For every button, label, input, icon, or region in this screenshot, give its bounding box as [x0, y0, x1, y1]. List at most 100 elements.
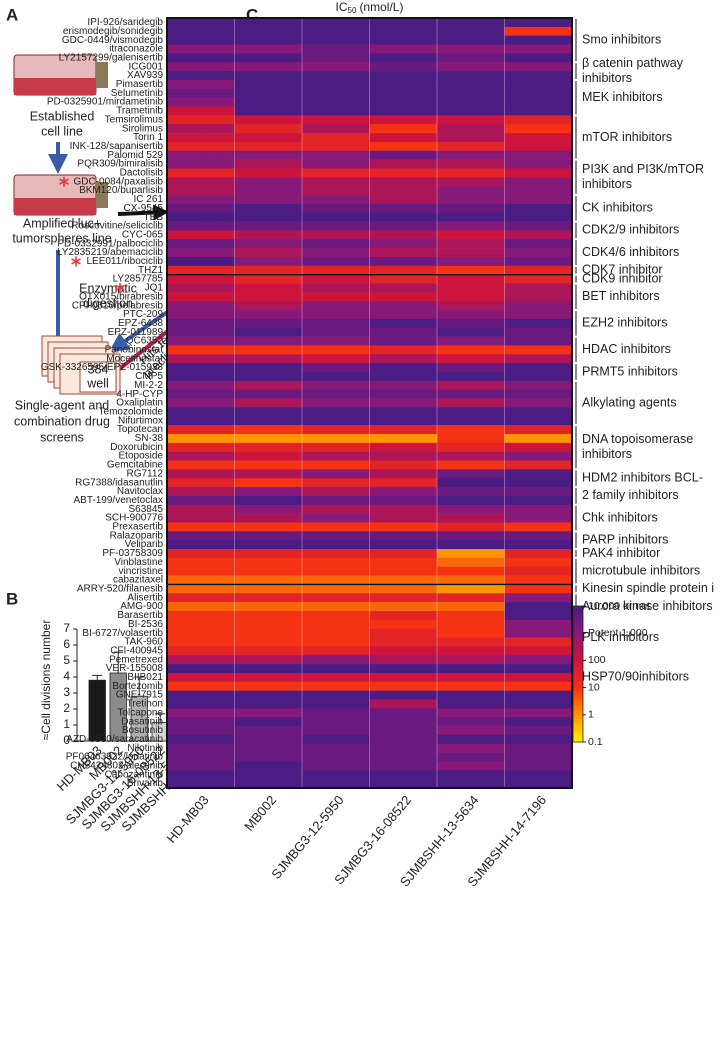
heatmap-cell — [234, 681, 303, 691]
group-label: HDAC inhibitors — [582, 342, 671, 356]
heatmap-cell — [437, 407, 505, 417]
heatmap-cell — [369, 451, 438, 461]
heatmap-cell — [369, 327, 438, 337]
heatmap-cell — [437, 557, 505, 568]
heatmap-cell — [437, 310, 505, 320]
row-label: AZD-0530/saracatinib — [66, 734, 163, 745]
heatmap-cell — [167, 664, 235, 674]
heatmap-cell — [504, 336, 573, 346]
heatmap-cell — [504, 345, 573, 355]
heatmap-cell — [234, 557, 303, 568]
heatmap-cell — [234, 433, 303, 444]
heatmap-cell — [504, 513, 573, 523]
colorbar-segment — [573, 728, 583, 733]
row-label: Prexasertib — [112, 522, 163, 533]
heatmap-cell — [234, 186, 303, 196]
row-label: Bosutinib — [122, 725, 164, 736]
heatmap-cell — [437, 35, 505, 45]
heatmap-cell — [369, 354, 438, 364]
plates — [41, 335, 121, 395]
heatmap-cell — [234, 71, 303, 81]
heatmap-cell — [302, 203, 370, 214]
heatmap-cell — [369, 433, 438, 444]
heatmap-cell — [234, 734, 303, 745]
heatmap-cell — [369, 141, 438, 152]
panel-label: A — [6, 5, 18, 24]
heatmap-cell — [234, 318, 303, 329]
group-label: microtubule inhibitors — [582, 563, 700, 577]
row-label: Doxorubicin — [110, 442, 163, 453]
heatmap-cell — [504, 460, 573, 470]
row-label: CYC-065 — [122, 229, 164, 240]
heatmap-cell — [437, 159, 505, 169]
heatmap-cell — [504, 584, 573, 594]
heatmap-cell — [504, 566, 573, 576]
heatmap-cell — [167, 248, 235, 258]
row-label: Pimasertib — [116, 79, 164, 90]
heatmap-cell — [437, 26, 505, 37]
heatmap-cell — [369, 239, 438, 249]
heatmap-cell — [234, 44, 303, 54]
heatmap-cell — [234, 354, 303, 364]
row-label: VER-155008 — [106, 663, 164, 674]
heatmap-cell — [302, 35, 370, 45]
heatmap-cell — [437, 460, 505, 470]
y-tick-label: 4 — [63, 669, 70, 683]
heatmap-cell — [369, 425, 438, 435]
colorbar-segment — [573, 691, 583, 695]
panel-label: B — [6, 589, 18, 608]
heatmap-cell — [437, 425, 505, 435]
asterisk — [115, 282, 125, 293]
heatmap-cell — [437, 71, 505, 81]
heatmap-cell — [302, 451, 370, 461]
row-label: Topotecan — [117, 424, 163, 435]
heatmap-cell — [302, 717, 370, 727]
heatmap-cell — [302, 646, 370, 656]
row-label: GSK-3326595/EPZ-015938 — [41, 362, 164, 373]
row-label: GDC-0449/vismodegib — [62, 35, 164, 46]
heatmap-cell — [504, 610, 573, 621]
heatmap-cell — [302, 699, 370, 709]
heatmap-cell — [302, 44, 370, 54]
row-label: GNE-7915 — [116, 690, 164, 701]
colorbar-segment — [573, 670, 583, 675]
group-label: CDK7 inhibitor — [582, 263, 663, 277]
heatmap-cell — [302, 389, 370, 399]
heatmap-cell — [234, 88, 303, 98]
heatmap-cell — [234, 248, 303, 258]
heatmap-cell — [302, 88, 370, 98]
row-label: IC 261 — [134, 194, 164, 205]
heatmap-cell — [167, 602, 235, 612]
heatmap-cell — [234, 407, 303, 417]
flask — [13, 54, 108, 96]
heatmap-cell — [369, 115, 438, 125]
heatmap-cell — [369, 495, 438, 506]
heatmap-cell — [302, 380, 370, 391]
heatmap-cell — [369, 62, 438, 72]
heatmap-cell — [369, 540, 438, 550]
heatmap-cell — [167, 274, 235, 284]
heatmap-cell — [369, 79, 438, 90]
group-label: DNA topoisomerase — [582, 432, 693, 446]
group-label: EZH2 inhibitors — [582, 316, 667, 330]
heatmap-cell — [302, 743, 370, 753]
row-label: Alisertib — [127, 592, 163, 603]
heatmap-title: IC50 (nmol/L) — [336, 0, 404, 15]
heatmap-cell — [504, 150, 573, 160]
row-label: LY2857785 — [113, 274, 164, 285]
heatmap-cell — [302, 770, 370, 780]
heatmap-cell — [234, 504, 303, 514]
heatmap-cell — [369, 389, 438, 399]
row-label: SCH-900776 — [105, 513, 163, 524]
heatmap-cell — [167, 566, 235, 576]
heatmap-cell — [504, 203, 573, 214]
heatmap-cell — [234, 345, 303, 355]
heatmap-cell — [504, 708, 573, 718]
heatmap-cell — [234, 522, 303, 532]
heatmap-cell — [437, 593, 505, 603]
row-label: S63845 — [129, 504, 164, 515]
diagram-label: Amplified luc+ — [23, 216, 101, 230]
heatmap-cell — [234, 540, 303, 550]
group-label: PAK4 inhibitor — [582, 546, 660, 560]
y-tick-label: 3 — [63, 685, 70, 699]
